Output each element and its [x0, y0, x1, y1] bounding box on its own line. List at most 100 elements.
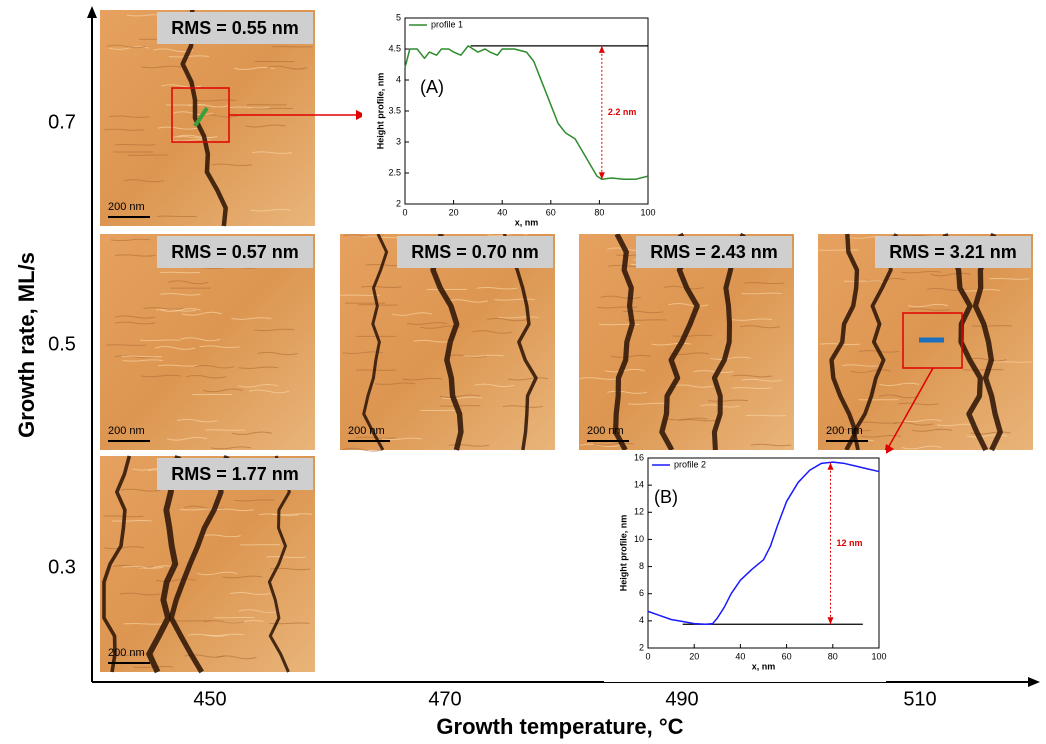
afm-background: [100, 10, 315, 226]
y-tick-label: 12: [634, 507, 644, 517]
x-tick-label: 20: [689, 651, 699, 661]
afm-step: [402, 377, 443, 381]
legend-label: profile 1: [431, 19, 463, 29]
x-tick-label: 60: [546, 207, 556, 217]
afm-step: [487, 317, 528, 322]
afm-step: [140, 374, 181, 378]
afm-step: [202, 388, 244, 393]
y-tick-label: 4.5: [388, 43, 401, 53]
afm-step: [392, 312, 433, 316]
afm-step: [200, 534, 242, 538]
x-tick-label: 450: [193, 688, 226, 710]
rms-label: RMS = 2.43 nm: [650, 242, 778, 262]
afm-step: [901, 419, 942, 423]
afm-step: [114, 321, 156, 325]
afm-step: [441, 396, 483, 400]
afm-crack: [502, 233, 538, 451]
afm-step: [447, 299, 488, 303]
afm-step: [651, 342, 692, 346]
afm-step: [361, 285, 402, 289]
afm-step: [250, 208, 291, 212]
arrowhead: [827, 462, 834, 470]
afm-step: [123, 359, 164, 362]
afm-step: [440, 405, 481, 407]
afm-step: [857, 421, 898, 424]
afm-crack: [180, 9, 228, 227]
y-axis-label: Growth rate, ML/s: [14, 252, 39, 438]
afm-step: [672, 384, 713, 388]
afm-step: [731, 318, 773, 321]
afm-step: [508, 377, 549, 381]
afm-step: [238, 366, 279, 369]
afm-step: [741, 292, 782, 295]
afm-background: [100, 234, 315, 450]
afm-step: [740, 325, 781, 329]
y-tick-label: 0.5: [48, 333, 76, 355]
x-axis-label: x, nm: [515, 217, 539, 227]
afm-step: [731, 374, 773, 378]
rms-box: [157, 236, 313, 268]
afm-step: [751, 443, 792, 447]
scale-bar-label: 200 nm: [587, 425, 624, 437]
inset-background: [362, 8, 658, 234]
afm-crack: [362, 233, 389, 451]
afm-step: [245, 124, 286, 128]
afm-step: [502, 405, 543, 408]
afm-step: [211, 163, 252, 167]
afm-step: [238, 609, 279, 614]
afm-step: [909, 308, 950, 311]
afm-step: [610, 354, 652, 358]
afm-step: [731, 387, 772, 389]
x-tick-label: 490: [665, 688, 698, 710]
afm-step: [472, 330, 513, 334]
y-tick-label: 3.5: [388, 105, 401, 115]
afm-image: RMS = 2.43 nm 200 nm: [579, 232, 794, 452]
y-tick-label: 0.7: [48, 111, 76, 133]
x-tick-label: 470: [428, 688, 461, 710]
afm-step: [893, 422, 934, 426]
afm-crack: [852, 233, 898, 451]
afm-step: [181, 311, 222, 316]
x-tick-label: 40: [497, 207, 507, 217]
afm-step: [115, 254, 156, 257]
afm-step: [663, 285, 704, 290]
afm-step: [741, 378, 782, 382]
afm-step: [342, 447, 383, 452]
profile-line: [404, 45, 649, 180]
afm-step: [234, 499, 275, 502]
x-tick-label: 100: [640, 207, 655, 217]
plot-frame: [647, 457, 880, 649]
afm-step: [362, 236, 403, 239]
afm-step: [121, 355, 162, 358]
link-arrowhead: [356, 110, 366, 120]
afm-step: [476, 287, 517, 290]
y-tick-label: 4: [639, 615, 644, 625]
afm-step: [252, 107, 293, 110]
y-tick-label: 0.3: [48, 556, 76, 578]
y-tick-label: 16: [634, 452, 644, 462]
legend-label: profile 2: [674, 459, 706, 469]
afm-step: [267, 65, 308, 70]
afm-step: [930, 272, 971, 277]
afm-step: [114, 355, 155, 359]
x-axis-arrow: [1028, 677, 1040, 687]
afm-step: [667, 417, 708, 421]
afm-step: [498, 316, 539, 319]
inset-background: [604, 450, 886, 682]
afm-step: [168, 280, 209, 285]
afm-step: [120, 488, 161, 492]
x-tick-label: 0: [402, 207, 407, 217]
afm-crack: [430, 233, 464, 451]
afm-image: RMS = 0.57 nm 200 nm: [100, 234, 315, 450]
afm-step: [375, 382, 416, 385]
afm-step: [231, 431, 273, 436]
afm-step: [494, 298, 535, 301]
scale-bar-label: 200 nm: [348, 425, 385, 437]
rms-box: [875, 236, 1031, 268]
height-label: 2.2 nm: [608, 107, 637, 117]
y-tick-label: 8: [639, 561, 644, 571]
afm-step: [381, 437, 423, 441]
afm-crack: [942, 233, 989, 452]
y-tick-label: 2: [639, 642, 644, 652]
